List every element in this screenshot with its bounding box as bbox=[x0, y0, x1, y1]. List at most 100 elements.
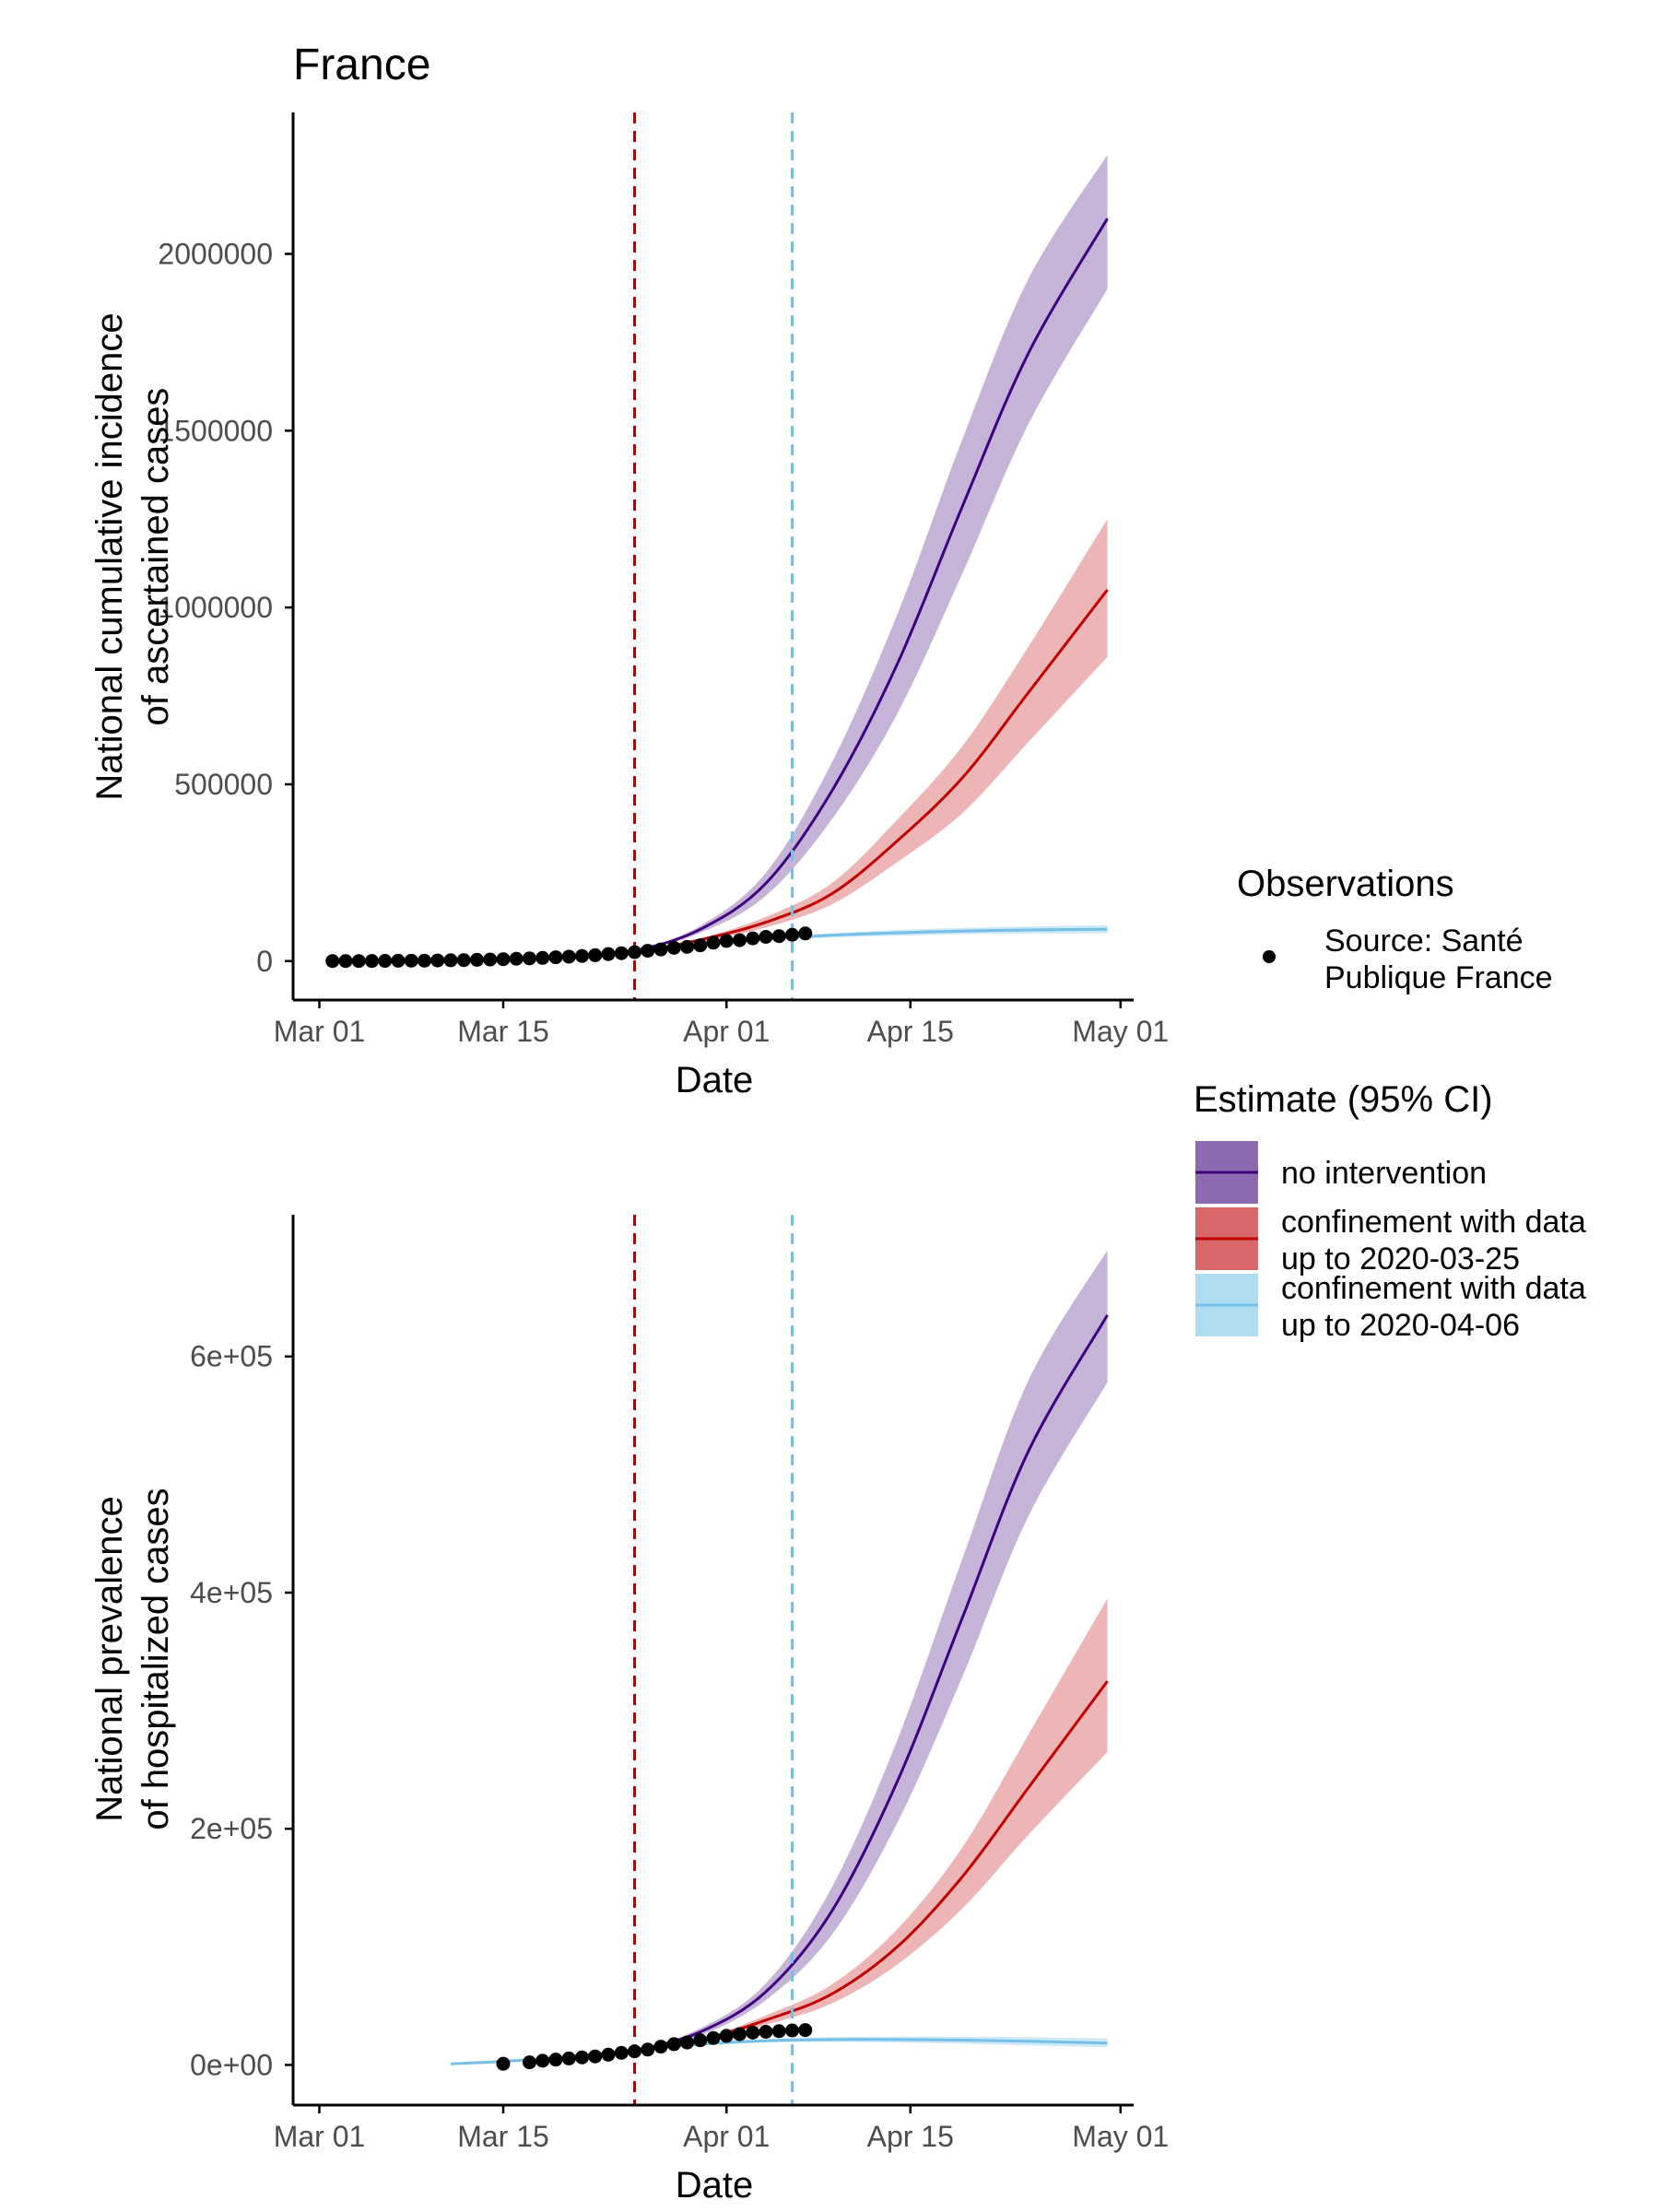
top-band-conf06 bbox=[569, 925, 1108, 957]
top-observation-point bbox=[614, 946, 629, 960]
top-observation-point bbox=[706, 935, 721, 950]
bottom-y-axis-title-line: National prevalence bbox=[89, 1496, 130, 1822]
bottom-x-tick-label: Apr 15 bbox=[867, 2120, 954, 2153]
top-observation-point bbox=[785, 927, 799, 942]
top-x-axis-title: Date bbox=[676, 1060, 754, 1100]
top-observation-point bbox=[680, 939, 694, 954]
top-observation-point bbox=[430, 953, 445, 968]
bottom-observation-point bbox=[641, 2042, 655, 2057]
bottom-line-conf25 bbox=[569, 1680, 1109, 2059]
bottom-observation-point bbox=[706, 2030, 721, 2045]
top-observation-point bbox=[483, 952, 498, 967]
bottom-observation-point bbox=[588, 2049, 603, 2064]
legend-estimate-title: Estimate (95% CI) bbox=[1194, 1079, 1493, 1120]
top-y-tick-label: 1000000 bbox=[158, 591, 273, 624]
top-observation-point bbox=[378, 954, 393, 969]
top-x-tick-label: Apr 15 bbox=[867, 1015, 954, 1048]
top-observation-point bbox=[365, 954, 379, 969]
bottom-observation-point bbox=[548, 2053, 563, 2067]
bottom-observation-point bbox=[680, 2035, 694, 2050]
bottom-x-axis-title: Date bbox=[676, 2165, 754, 2206]
bottom-observation-point bbox=[628, 2044, 641, 2059]
top-observation-point bbox=[719, 934, 734, 948]
top-observation-point bbox=[588, 947, 603, 962]
bottom-observation-point bbox=[759, 2024, 773, 2039]
bottom-y-tick-label: 0e+00 bbox=[190, 2048, 273, 2081]
top-band-conf25 bbox=[569, 519, 1108, 957]
top-observation-point bbox=[693, 938, 708, 953]
legend-label-confinement-0325-line1: confinement with data bbox=[1281, 1205, 1586, 1240]
top-observation-point bbox=[509, 951, 524, 966]
top-bands bbox=[569, 155, 1109, 959]
top-observation-point bbox=[601, 947, 616, 961]
top-y-tick-label: 0 bbox=[256, 945, 273, 978]
bottom-observation-point bbox=[666, 2037, 681, 2052]
top-x-tick-label: Mar 01 bbox=[274, 1015, 366, 1048]
figure-title: France bbox=[293, 41, 430, 89]
bottom-observation-point bbox=[798, 2023, 813, 2038]
bottom-observation-point bbox=[653, 2040, 668, 2054]
top-observation-point bbox=[404, 953, 418, 968]
top-observation-point bbox=[798, 926, 813, 941]
top-band-noint bbox=[569, 155, 1108, 957]
bottom-observation-point bbox=[601, 2047, 616, 2062]
bottom-x-tick-label: May 01 bbox=[1072, 2120, 1169, 2153]
legend-label-confinement-0325-line2: up to 2020-03-25 bbox=[1281, 1241, 1520, 1277]
top-observation-point bbox=[771, 929, 786, 944]
top-observation-point bbox=[746, 931, 760, 946]
top-observation-point bbox=[575, 948, 589, 963]
bottom-x-tick-label: Mar 01 bbox=[274, 2120, 366, 2153]
top-panel: 0 500000 1000000 1500000 2000000 Mar 01 Mar 15… bbox=[89, 112, 1169, 1100]
top-observation-point bbox=[666, 940, 681, 955]
top-y-axis-title-line: of ascertained cases bbox=[135, 388, 176, 726]
bottom-observation-point bbox=[561, 2051, 576, 2065]
bottom-observation-point bbox=[719, 2029, 734, 2043]
top-observation-point bbox=[641, 944, 655, 959]
legend-observations-title: Observations bbox=[1237, 864, 1454, 904]
top-observation-point bbox=[523, 951, 536, 966]
bottom-observation-point bbox=[733, 2027, 747, 2041]
top-observation-point bbox=[456, 953, 471, 968]
legend-observations: Observations Source: Santé Publique Fran… bbox=[1237, 864, 1553, 995]
top-observation-point bbox=[443, 953, 458, 968]
bottom-observation-point bbox=[614, 2045, 629, 2060]
bottom-y-tick-label: 2e+05 bbox=[190, 1812, 273, 1845]
top-y-tick-label: 1500000 bbox=[158, 414, 273, 447]
top-y-axis-title: National cumulative incidence of ascertai… bbox=[89, 312, 176, 800]
bottom-observation-point bbox=[496, 2056, 511, 2071]
bottom-line-noint bbox=[569, 1314, 1109, 2059]
legend-label-confinement-0406-line2: up to 2020-04-06 bbox=[1281, 1308, 1520, 1343]
top-line-noint bbox=[569, 218, 1109, 959]
top-observation-point bbox=[418, 953, 431, 968]
top-observation-point bbox=[628, 945, 641, 959]
top-y-axis-title-line: National cumulative incidence bbox=[89, 312, 130, 800]
top-observation-point bbox=[470, 952, 484, 967]
legend-observations-label-line2: Publique France bbox=[1324, 960, 1553, 995]
bottom-y-tick-label: 4e+05 bbox=[190, 1576, 273, 1609]
top-observation-point bbox=[325, 954, 340, 969]
legend-observations-dot bbox=[1263, 950, 1276, 963]
bottom-y-axis-title-line: of hospitalized cases bbox=[135, 1488, 176, 1830]
bottom-observation-point bbox=[535, 2053, 550, 2068]
bottom-observation-point bbox=[575, 2050, 589, 2065]
bottom-y-axis-title: National prevalence of hospitalized cases bbox=[89, 1488, 176, 1830]
top-observation-point bbox=[759, 929, 773, 944]
bottom-observation-point bbox=[746, 2025, 760, 2040]
bottom-panel: 0e+00 2e+05 4e+05 6e+05 Mar 01 Mar 15 Apr 01 Ap… bbox=[89, 1215, 1169, 2206]
bottom-y-tick-label: 6e+05 bbox=[190, 1340, 273, 1373]
bottom-observation-point bbox=[771, 2024, 786, 2039]
legend-label-confinement-0406-line1: confinement with data bbox=[1281, 1271, 1586, 1306]
bottom-x-tick-label: Apr 01 bbox=[683, 2120, 770, 2153]
legend-observations-label-line1: Source: Santé bbox=[1324, 924, 1523, 959]
top-observation-point bbox=[653, 942, 668, 957]
top-observation-point bbox=[548, 950, 563, 965]
top-observation-point bbox=[496, 952, 511, 967]
legend-label-no-intervention: no intervention bbox=[1281, 1156, 1487, 1191]
bottom-band-conf25 bbox=[569, 1598, 1108, 2058]
top-x-tick-label: Mar 15 bbox=[457, 1015, 549, 1048]
bottom-band-conf06 bbox=[451, 2036, 1108, 2065]
legend-estimate: Estimate (95% CI) no intervention confin… bbox=[1194, 1079, 1586, 1343]
bottom-x-tick-label: Mar 15 bbox=[457, 2120, 549, 2153]
bottom-observation-point bbox=[785, 2023, 799, 2038]
